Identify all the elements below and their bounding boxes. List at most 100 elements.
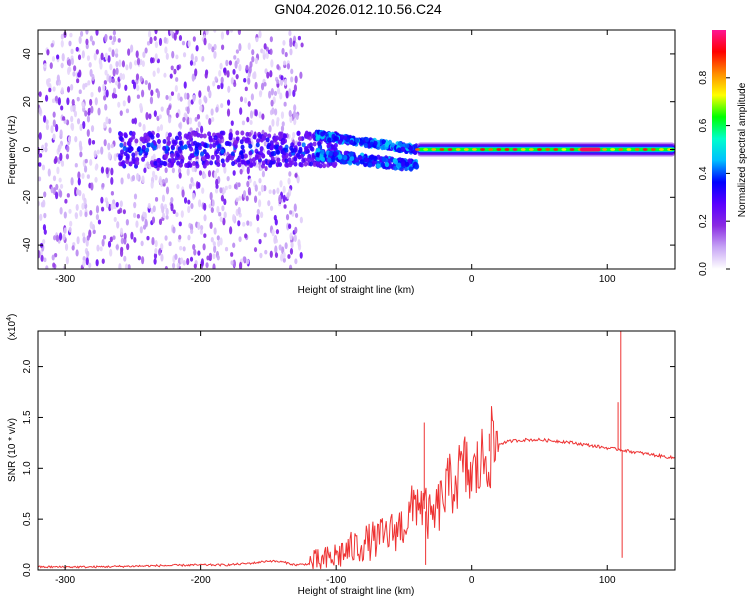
spectrogram-cell [414,164,419,170]
spectrogram-cell [210,207,214,214]
spectrogram-cell [41,144,45,152]
spectrogram-cell [354,157,360,163]
spectrogram-cell [115,48,119,54]
spectrogram-cell [293,234,297,242]
spectrogram-cell [299,162,304,168]
spectrogram-cell [130,44,134,53]
spectrogram-cell [246,180,250,188]
spectrogram-cell [247,42,251,51]
snr-y-tick-label: 0.0 [22,563,33,577]
spectrogram-cell [77,171,81,180]
spectrogram-cell [194,146,199,152]
spectrogram-cell [43,257,47,263]
spectrogram-cell [280,111,285,119]
spectrogram-cell [228,184,232,190]
spectrogram-cell [100,206,105,212]
spectrogram-cell [281,139,286,145]
spectrogram-cell [163,36,167,44]
spectrogram-cell [127,48,131,56]
spectrogram-cell [160,253,164,262]
spectrogram-cell [131,118,135,124]
spectrogram-cell [115,244,119,250]
spectrogram-cell [123,132,128,138]
spectrogram-cell [86,235,90,241]
spectrogram-cell [158,175,162,185]
spectrogram-cell [232,242,236,248]
spectrogram-cell [165,207,169,216]
snr-series-line [38,406,675,570]
spectrogram-cell [173,68,177,75]
spectrogram-cell [190,177,194,184]
spectrogram-cell [170,65,174,71]
spectrogram-cell [101,183,105,188]
spectrogram-cell [463,148,469,151]
spectrogram-cell [212,142,217,148]
spectrogram-cell [315,152,320,158]
spectrogram-cell [60,39,64,48]
spectrogram-cell [146,161,150,167]
spectrogram-cell [248,178,252,184]
spectrogram-cell [50,43,54,48]
spectrogram-cell [160,106,164,112]
spectrogram-cell [96,149,100,155]
spectrogram-cell [154,174,158,181]
spectrogram-cell [220,103,224,109]
spectrogram-cell [223,211,227,219]
spectrogram-cell [113,153,117,162]
spectrogram-cell [520,148,526,151]
spectrogram-cell [219,62,223,70]
spectrogram-cell [86,115,91,123]
spectrogram-cell [618,148,624,151]
spectrogram-cell [141,256,145,265]
colorbar-tick-label: 0.2 [698,214,709,228]
spectrogram-cell [62,233,66,241]
spectrogram-cell [107,151,111,161]
spectrogram-cell [104,69,108,76]
spectrogram-cell [208,137,213,143]
spectrogram-cell [78,69,82,78]
spectrogram-cell [349,139,354,145]
spectrogram-cell [315,135,320,141]
spectrogram-cell [122,209,126,215]
spectrogram-cell [213,170,217,179]
spectrogram-cell [73,110,78,118]
spectrogram-cell [71,98,75,106]
spectrogram-cell [150,89,154,97]
spectrogram-cell [200,258,205,267]
spectrogram-cell [89,69,93,77]
spectrogram-y-tick-label: -40 [22,237,33,252]
spectrogram-cell [196,132,201,138]
spectrogram-cell [228,132,233,138]
spectrogram-cell [239,107,243,115]
spectrogram-cell [192,61,196,66]
spectrogram-cell [221,162,226,168]
spectrogram-cell [110,177,114,185]
spectrogram-cell [69,32,73,38]
spectrogram-cell [43,115,47,123]
spectrogram-cell [292,89,296,98]
colorbar-tick-label: 0.6 [698,118,709,132]
snr-x-tick-label: -300 [55,575,75,586]
spectrogram-cell [245,64,249,71]
spectrogram-cell [259,146,264,152]
spectrogram-cell [297,141,302,147]
spectrogram-cell [306,157,311,163]
spectrogram-cell [233,139,238,145]
spectrogram-cell [119,200,123,208]
spectrogram-cell [125,64,129,71]
colorbar-label: Normalized spectral amplitude [737,82,748,217]
spectrogram-cell [212,241,216,247]
spectrogram-cell [197,221,201,231]
spectrogram-cell [447,148,453,151]
spectrogram-cell [288,223,292,230]
spectrogram-cell [189,146,194,152]
spectrogram-cell [60,62,64,69]
spectrogram-cell [504,148,510,151]
spectrogram-cell [170,196,174,203]
spectrogram-cell [178,172,182,179]
spectrogram-cell [186,106,190,115]
spectrogram-cell [602,148,607,151]
spectrogram-cell [194,117,198,122]
spectrogram-cell [151,216,156,224]
spectrogram-cell [320,149,325,155]
